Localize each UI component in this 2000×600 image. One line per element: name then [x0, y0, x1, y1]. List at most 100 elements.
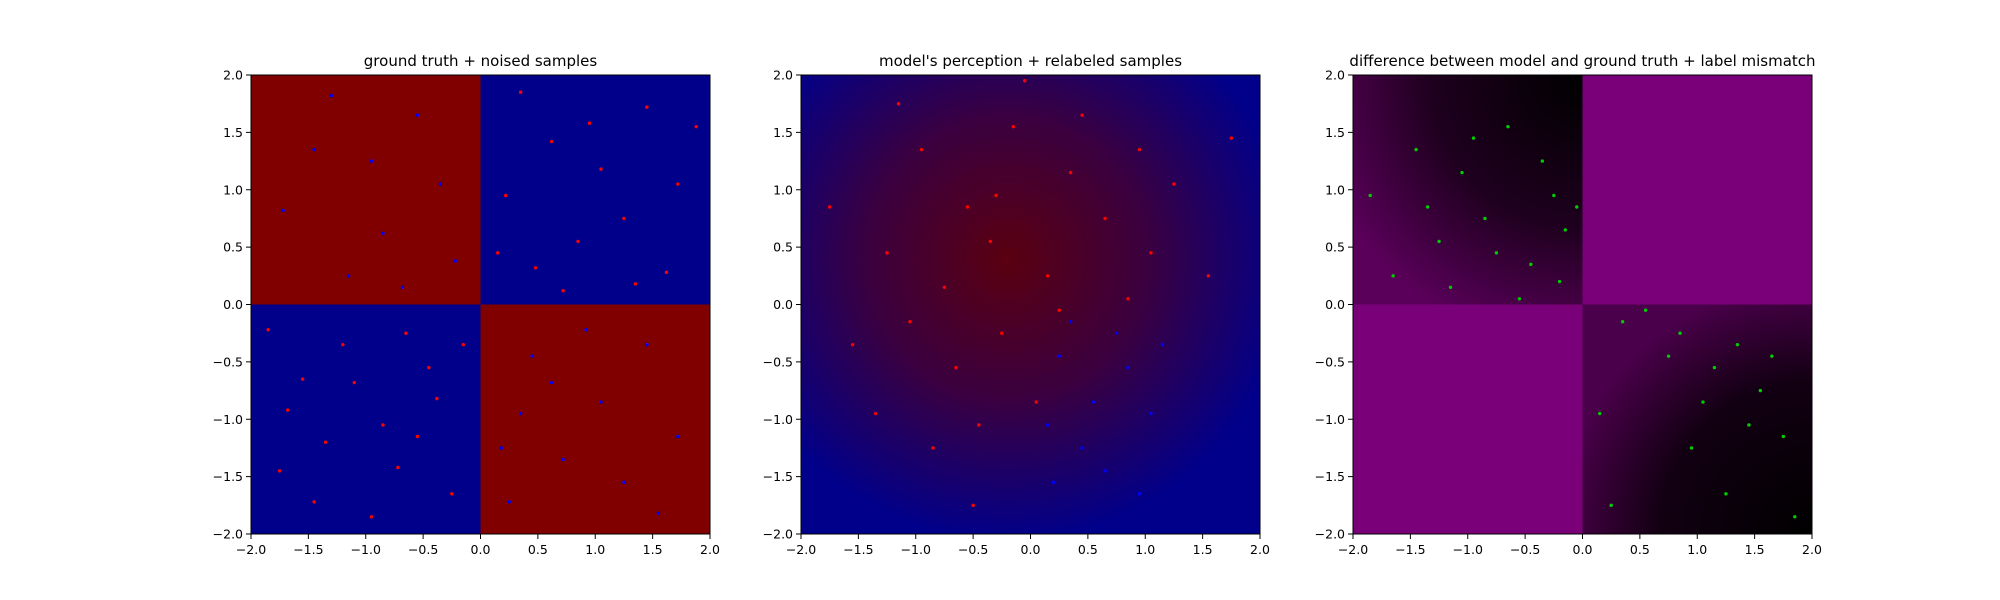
data-point — [908, 320, 912, 324]
data-point — [1747, 423, 1751, 427]
x-tick-label: 1.5 — [1193, 542, 1213, 557]
x-tick-label: 1.0 — [1687, 542, 1707, 557]
data-point — [1149, 251, 1153, 255]
data-point — [971, 503, 975, 508]
data-point — [1609, 503, 1613, 508]
y-tick-label: 0.5 — [773, 240, 793, 255]
data-point — [1229, 136, 1234, 140]
x-tick-label: 0.0 — [471, 542, 491, 557]
data-point — [1448, 285, 1453, 289]
y-tick-label: 2.0 — [1325, 68, 1345, 83]
x-tick-label: −1.0 — [1453, 542, 1483, 557]
data-point — [1057, 308, 1061, 312]
data-point — [400, 285, 405, 289]
data-point — [415, 113, 420, 117]
data-point — [1529, 262, 1533, 267]
data-point — [1414, 147, 1418, 152]
data-point — [1057, 354, 1061, 358]
data-point — [931, 446, 935, 450]
y-tick-label: −1.0 — [213, 412, 243, 427]
data-point — [1494, 251, 1499, 255]
x-tick-label: 2.0 — [1802, 542, 1822, 557]
data-point — [561, 457, 565, 462]
data-point — [994, 193, 998, 198]
x-tick-label: −2.0 — [236, 542, 266, 557]
data-point — [1689, 446, 1694, 450]
x-tick-label: 0.5 — [528, 542, 548, 557]
data-point — [1460, 170, 1464, 175]
data-point — [561, 289, 565, 293]
x-tick-label: −0.5 — [1510, 542, 1540, 557]
data-point — [1091, 400, 1096, 404]
data-point — [1368, 193, 1372, 198]
data-point — [873, 411, 878, 416]
plot-background — [1353, 75, 1812, 534]
x-tick-label: −2.0 — [1338, 542, 1368, 557]
data-point — [1552, 193, 1556, 198]
chart-panel-3: −2.0 −1.5 −1.0 −0.5 0.0 0.5 1.0 1.5 2.0 −2.0 −1.5 −… — [1315, 52, 1822, 557]
data-point — [1114, 331, 1119, 335]
x-tick-label: −2.0 — [786, 542, 816, 557]
panel-title: model's perception + relabeled samples — [879, 52, 1182, 70]
data-point — [312, 500, 316, 504]
x-tick-label: −1.5 — [843, 542, 873, 557]
quadrant-top-right — [1582, 75, 1812, 305]
data-point — [576, 239, 580, 244]
x-tick-label: −1.0 — [901, 542, 931, 557]
x-tick-label: 0.5 — [1630, 542, 1650, 557]
data-point — [427, 365, 431, 370]
data-point — [645, 105, 649, 109]
data-point — [461, 342, 465, 347]
quadrant-bottom-left — [1353, 304, 1583, 534]
data-point — [312, 147, 316, 152]
y-tick-label: 1.5 — [1325, 125, 1345, 140]
quadrant-bottom-left — [251, 304, 481, 534]
data-point — [1575, 205, 1579, 209]
data-point — [1046, 423, 1050, 427]
data-point — [1080, 113, 1084, 117]
data-point — [381, 231, 385, 236]
x-tick-label: −0.5 — [408, 542, 438, 557]
data-point — [1701, 400, 1705, 404]
x-tick-label: −1.5 — [1395, 542, 1425, 557]
data-point — [1540, 159, 1545, 163]
data-point — [1103, 469, 1107, 473]
quadrant-top-left — [251, 75, 481, 305]
data-point — [346, 274, 351, 278]
quadrant-top-right — [480, 75, 710, 305]
series-1 — [827, 79, 1234, 508]
data-point — [1471, 136, 1476, 140]
data-point — [1172, 182, 1176, 186]
data-point — [1758, 388, 1763, 393]
data-point — [518, 411, 523, 416]
data-point — [1011, 124, 1015, 129]
data-point — [1046, 274, 1050, 278]
data-point — [415, 434, 420, 439]
data-point — [1023, 79, 1027, 83]
data-point — [827, 205, 832, 209]
data-point — [587, 121, 592, 125]
quadrant-bottom-right — [480, 304, 710, 534]
quadrant-top-left — [1353, 75, 1583, 305]
data-point — [599, 167, 603, 171]
data-point — [1770, 354, 1774, 358]
y-tick-label: −1.5 — [763, 469, 793, 484]
perception-field — [801, 75, 1260, 534]
data-point — [1620, 320, 1625, 324]
data-point — [664, 270, 669, 275]
data-point — [988, 239, 993, 244]
panel-title: ground truth + noised samples — [364, 52, 598, 70]
chart-panel-2: −2.0 −1.5 −1.0 −0.5 0.0 0.5 1.0 1.5 2.0 −2.0 −1.5 −… — [763, 52, 1270, 557]
y-tick-label: 0.5 — [1325, 240, 1345, 255]
data-point — [281, 208, 285, 213]
data-point — [1103, 216, 1107, 221]
data-point — [1080, 446, 1084, 450]
data-point — [1724, 492, 1728, 496]
data-point — [1068, 170, 1073, 175]
y-tick-label: 0.0 — [1325, 297, 1345, 312]
y-tick-label: 1.0 — [1325, 182, 1345, 197]
plot-background — [801, 75, 1260, 534]
data-point — [450, 492, 454, 496]
data-point — [266, 328, 270, 332]
data-point — [1712, 365, 1717, 370]
